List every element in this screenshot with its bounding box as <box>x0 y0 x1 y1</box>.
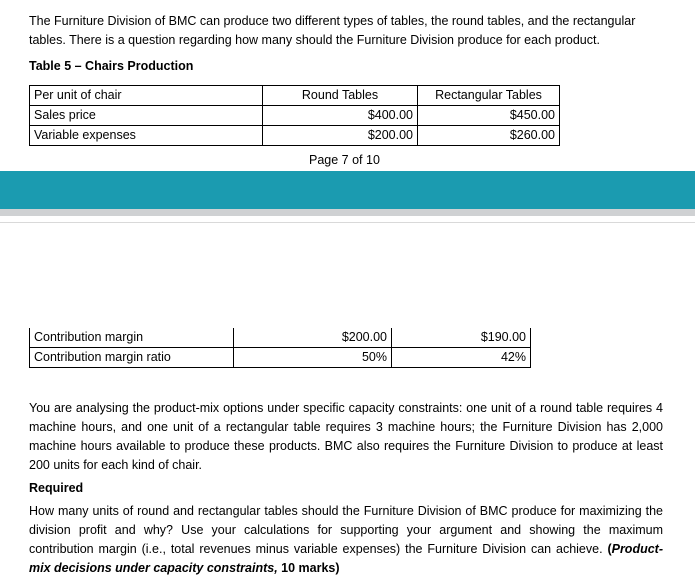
page-number: Page 7 of 10 <box>309 153 380 167</box>
question-text: How many units of round and rectangular … <box>29 504 663 556</box>
question-open-paren: ( <box>607 542 612 556</box>
header-per-unit: Per unit of chair <box>29 85 263 106</box>
cell-round-variable-expenses: $200.00 <box>262 125 418 146</box>
contribution-margin-table: Contribution margin $200.00 $190.00 Cont… <box>29 328 531 368</box>
cell-rect-cm-ratio: 42% <box>391 347 531 368</box>
page-break-shadow <box>0 209 695 216</box>
table-caption: Table 5 – Chairs Production <box>29 59 194 73</box>
row-label: Contribution margin ratio <box>29 347 234 368</box>
required-heading: Required <box>29 481 84 495</box>
cell-rect-variable-expenses: $260.00 <box>417 125 560 146</box>
analysis-paragraph: You are analysing the product-mix option… <box>29 401 663 472</box>
cell-rect-contribution-margin: $190.00 <box>391 328 531 348</box>
row-label: Sales price <box>29 105 263 126</box>
table-row-variable-expenses: Variable expenses $200.00 $260.00 <box>29 125 560 146</box>
chairs-production-table: Per unit of chair Round Tables Rectangul… <box>29 85 560 146</box>
intro-paragraph: The Furniture Division of BMC can produc… <box>29 14 636 47</box>
cell-round-contribution-margin: $200.00 <box>233 328 392 348</box>
page-break-line <box>0 222 695 223</box>
cell-round-cm-ratio: 50% <box>233 347 392 368</box>
header-round-tables: Round Tables <box>262 85 418 106</box>
table-row-sales-price: Sales price $400.00 $450.00 <box>29 105 560 126</box>
table-header-row: Per unit of chair Round Tables Rectangul… <box>29 85 560 106</box>
row-label: Contribution margin <box>29 328 234 348</box>
cell-round-sales-price: $400.00 <box>262 105 418 126</box>
question-paragraph: How many units of round and rectangular … <box>29 502 663 578</box>
question-marks: 10 marks) <box>277 561 340 575</box>
table-row-contribution-margin: Contribution margin $200.00 $190.00 <box>29 328 531 348</box>
row-label: Variable expenses <box>29 125 263 146</box>
cell-rect-sales-price: $450.00 <box>417 105 560 126</box>
page-break-band <box>0 171 695 209</box>
table-row-contribution-margin-ratio: Contribution margin ratio 50% 42% <box>29 347 531 368</box>
header-rectangular-tables: Rectangular Tables <box>417 85 560 106</box>
question-emphasis: Product-mix decisions under capacity con… <box>29 542 663 575</box>
